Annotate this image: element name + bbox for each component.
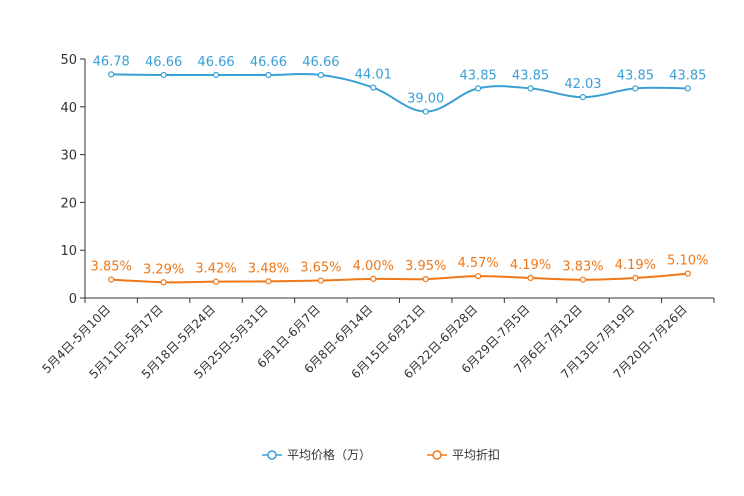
data-label: 3.29%: [143, 262, 184, 277]
data-point[interactable]: [475, 273, 482, 280]
legend-label: 平均折扣: [452, 447, 500, 462]
data-point[interactable]: [317, 71, 324, 79]
data-label: 39.00: [407, 92, 444, 107]
data-label: 42.03: [564, 77, 601, 92]
series-lines: [108, 71, 691, 286]
data-point[interactable]: [422, 108, 429, 115]
axes: 010203040505月4日-5月10日5月11日-5月17日5月18日-5月…: [39, 53, 715, 382]
data-label: 3.85%: [91, 260, 132, 275]
data-label: 4.57%: [457, 256, 498, 271]
data-point[interactable]: [265, 278, 272, 285]
data-label: 3.65%: [300, 261, 341, 276]
data-label: 43.85: [669, 68, 706, 83]
data-label: 46.66: [197, 55, 234, 70]
series-line-1: [111, 72, 688, 113]
data-point[interactable]: [108, 71, 115, 78]
y-tick-label: 0: [69, 292, 77, 307]
data-point[interactable]: [212, 278, 220, 285]
data-point[interactable]: [579, 93, 587, 101]
data-label: 3.95%: [405, 259, 446, 274]
data-label: 4.19%: [510, 258, 551, 273]
data-point[interactable]: [527, 274, 534, 282]
data-label: 46.78: [93, 54, 130, 69]
y-tick-label: 40: [60, 101, 77, 116]
data-point[interactable]: [265, 71, 272, 79]
data-label: 43.85: [460, 68, 497, 83]
data-point[interactable]: [632, 85, 639, 92]
data-point[interactable]: [422, 276, 429, 283]
data-label: 3.48%: [248, 261, 289, 276]
data-label: 4.00%: [353, 259, 394, 274]
data-point[interactable]: [160, 279, 167, 286]
data-label: 3.83%: [562, 260, 603, 275]
data-label: 43.85: [617, 68, 654, 83]
legend-item-1[interactable]: 平均价格（万）: [262, 447, 371, 462]
data-point[interactable]: [108, 276, 115, 283]
data-point[interactable]: [684, 85, 691, 92]
data-point[interactable]: [684, 270, 691, 277]
data-labels: 46.78 46.66 46.66 46.66 46.66 44.01 39.00 43.85…: [91, 54, 709, 277]
data-label: 43.85: [512, 68, 549, 83]
data-label: 46.66: [302, 55, 339, 70]
data-label: 46.66: [250, 55, 287, 70]
data-point[interactable]: [370, 84, 377, 91]
data-label: 4.19%: [615, 258, 656, 273]
data-point[interactable]: [370, 275, 377, 282]
data-point[interactable]: [475, 85, 482, 92]
legend[interactable]: 平均价格（万） 平均折扣: [262, 447, 500, 462]
data-point[interactable]: [579, 276, 587, 283]
legend-marker-icon: [432, 450, 442, 460]
data-label: 46.66: [145, 55, 182, 70]
data-point[interactable]: [160, 71, 167, 79]
legend-marker-icon: [267, 450, 277, 460]
y-tick-label: 30: [60, 149, 77, 164]
data-label: 44.01: [355, 68, 392, 83]
series-line-2: [111, 272, 688, 284]
data-label: 3.42%: [195, 262, 236, 277]
data-point[interactable]: [212, 71, 220, 79]
legend-item-2[interactable]: 平均折扣: [427, 447, 500, 462]
data-point[interactable]: [632, 274, 639, 282]
y-tick-label: 50: [60, 53, 77, 68]
y-tick-label: 10: [60, 244, 77, 259]
data-point[interactable]: [527, 85, 534, 92]
legend-label: 平均价格（万）: [287, 447, 371, 462]
data-point[interactable]: [317, 277, 324, 284]
data-label: 5.10%: [667, 254, 708, 269]
y-tick-label: 20: [60, 196, 77, 211]
